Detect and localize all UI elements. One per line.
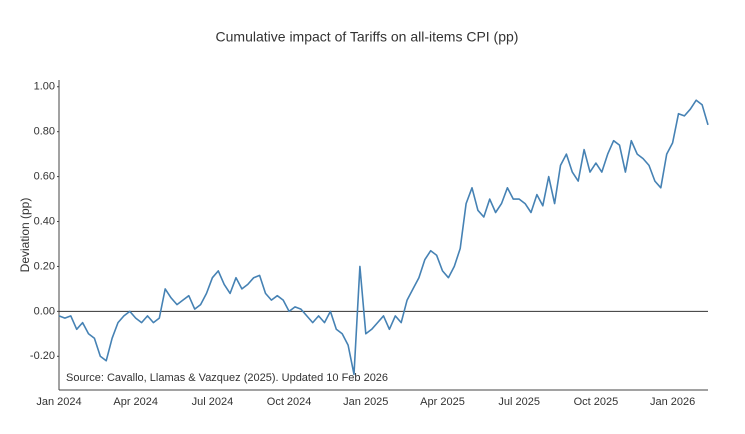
x-tick-label: Oct 2024 xyxy=(267,396,312,408)
annotation: Source: Cavallo, Llamas & Vazquez (2025)… xyxy=(66,372,388,384)
x-tick-label: Jan 2026 xyxy=(650,396,695,408)
y-tick-label: 0.80 xyxy=(34,126,55,138)
x-tick-label: Apr 2024 xyxy=(113,396,158,408)
x-tick-label: Oct 2025 xyxy=(574,396,619,408)
y-tick-label: 0.60 xyxy=(34,171,55,183)
data-line xyxy=(58,99,709,376)
x-tick-label: Apr 2025 xyxy=(420,396,465,408)
y-tick-label: 0.00 xyxy=(34,305,55,317)
y-tick-label: -0.20 xyxy=(30,350,55,362)
y-tick-label: 0.40 xyxy=(34,215,55,227)
x-tick-label: Jul 2024 xyxy=(192,396,234,408)
x-tick-label: Jul 2025 xyxy=(498,396,540,408)
y-axis-label: Deviation (pp) xyxy=(18,198,32,273)
y-tick-label: 1.00 xyxy=(34,81,55,93)
y-tick-label: 0.20 xyxy=(34,260,55,272)
x-tick-label: Jan 2024 xyxy=(36,396,81,408)
x-tick-label: Jan 2025 xyxy=(343,396,388,408)
chart-title: Cumulative impact of Tariffs on all-item… xyxy=(216,29,519,45)
